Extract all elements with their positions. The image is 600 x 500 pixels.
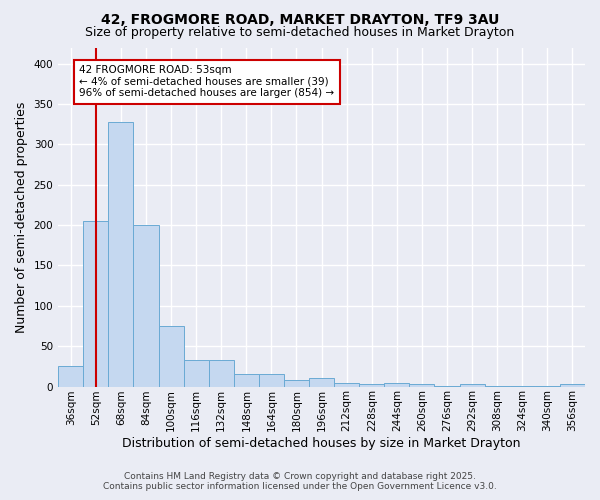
Text: 42, FROGMORE ROAD, MARKET DRAYTON, TF9 3AU: 42, FROGMORE ROAD, MARKET DRAYTON, TF9 3…: [101, 12, 499, 26]
Bar: [460, 384, 485, 386]
Bar: [385, 384, 409, 386]
Bar: [184, 360, 209, 386]
Bar: [209, 360, 234, 386]
Text: Size of property relative to semi-detached houses in Market Drayton: Size of property relative to semi-detach…: [85, 26, 515, 39]
Bar: [234, 374, 259, 386]
Y-axis label: Number of semi-detached properties: Number of semi-detached properties: [15, 102, 28, 332]
Bar: [309, 378, 334, 386]
Bar: [58, 366, 83, 386]
X-axis label: Distribution of semi-detached houses by size in Market Drayton: Distribution of semi-detached houses by …: [122, 437, 521, 450]
Bar: [259, 374, 284, 386]
Bar: [334, 382, 359, 386]
Bar: [133, 225, 158, 386]
Bar: [158, 326, 184, 386]
Text: Contains HM Land Registry data © Crown copyright and database right 2025.
Contai: Contains HM Land Registry data © Crown c…: [103, 472, 497, 491]
Bar: [409, 384, 434, 386]
Bar: [284, 380, 309, 386]
Text: 42 FROGMORE ROAD: 53sqm
← 4% of semi-detached houses are smaller (39)
96% of sem: 42 FROGMORE ROAD: 53sqm ← 4% of semi-det…: [79, 66, 335, 98]
Bar: [83, 221, 109, 386]
Bar: [560, 384, 585, 386]
Bar: [359, 384, 385, 386]
Bar: [109, 122, 133, 386]
